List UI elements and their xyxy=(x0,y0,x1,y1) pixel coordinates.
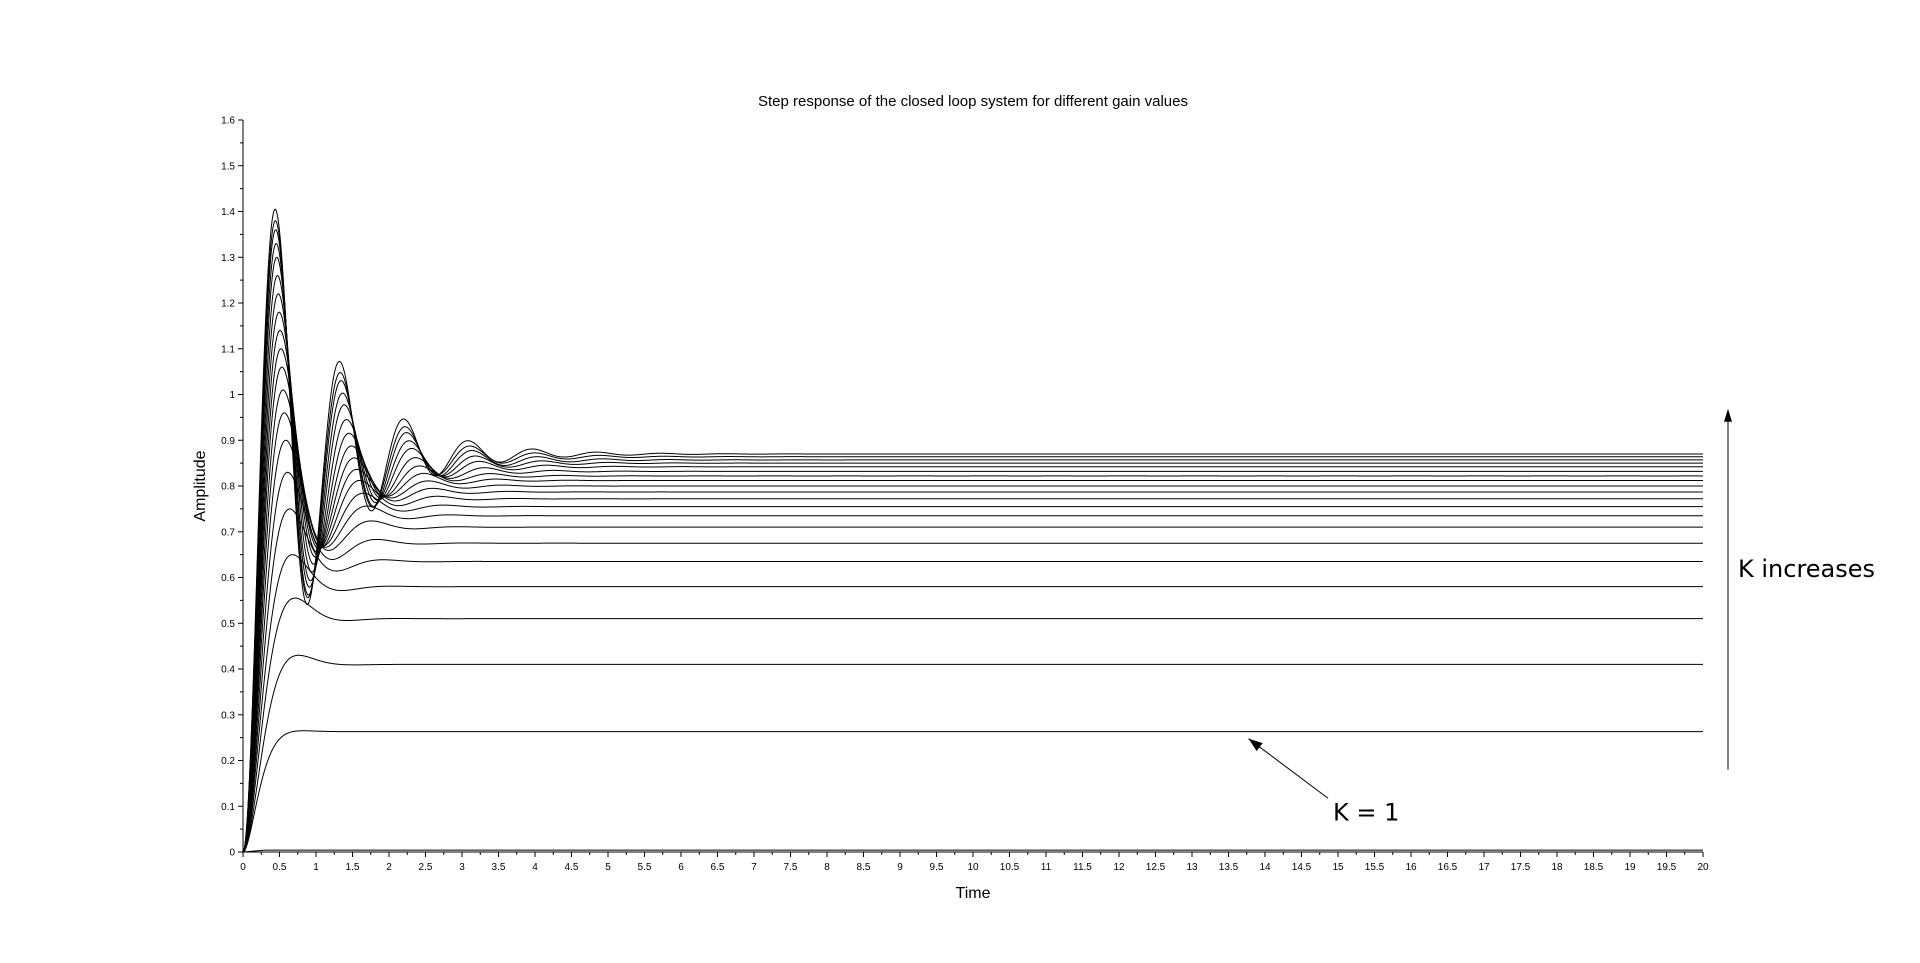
response-curve xyxy=(242,508,1703,853)
k-increases-label: K increases xyxy=(1738,555,1875,583)
y-tick-label: 1.1 xyxy=(221,344,235,355)
x-tick-label: 2.5 xyxy=(419,862,433,873)
k-increases-arrow-head xyxy=(1724,408,1732,422)
y-tick-label: 0.9 xyxy=(221,436,235,447)
x-tick-label: 9.5 xyxy=(930,862,944,873)
x-tick-label: 1.5 xyxy=(346,862,360,873)
response-curve xyxy=(242,730,1703,853)
y-tick-label: 1.2 xyxy=(221,299,235,310)
y-tick-label: 0.5 xyxy=(221,619,235,630)
k1-arrow xyxy=(1248,738,1329,799)
response-curve xyxy=(242,275,1703,853)
response-curve xyxy=(242,256,1704,853)
response-curve xyxy=(242,471,1703,853)
response-curve xyxy=(242,439,1703,853)
y-tick-label: 1.4 xyxy=(221,207,235,218)
response-curve xyxy=(242,293,1704,853)
y-tick-label: 1.3 xyxy=(221,253,235,264)
x-tick-label: 18 xyxy=(1551,862,1563,873)
response-curve xyxy=(242,412,1703,853)
response-curve xyxy=(242,220,1703,853)
response-curve xyxy=(242,243,1703,853)
x-tick-label: 4 xyxy=(532,862,538,873)
response-curve xyxy=(242,597,1703,853)
x-tick-label: 17.5 xyxy=(1511,862,1531,873)
x-tick-label: 6.5 xyxy=(711,862,725,873)
k1-arrow-head xyxy=(1248,738,1263,752)
x-tick-label: 20 xyxy=(1697,862,1709,873)
x-tick-label: 10.5 xyxy=(1000,862,1020,873)
x-tick-label: 3 xyxy=(459,862,465,873)
response-curve xyxy=(242,654,1703,853)
annotations: K = 1 K increases xyxy=(1248,408,1875,826)
response-curve xyxy=(242,849,1703,853)
x-axis-ticks: 0 0.5 1 1.5 2 2.5 3 3.5 4 4.5 5 5.5 6 6.5 7 7.5 8 8.5 9 9.5… xyxy=(240,852,1709,873)
x-tick-label: 8.5 xyxy=(857,862,871,873)
x-tick-label: 11 xyxy=(1041,862,1052,873)
x-tick-label: 12 xyxy=(1113,862,1125,873)
x-tick-label: 13.5 xyxy=(1219,862,1239,873)
x-tick-label: 10 xyxy=(967,862,979,873)
x-tick-label: 0 xyxy=(240,862,246,873)
x-tick-label: 3.5 xyxy=(492,862,506,873)
x-tick-label: 12.5 xyxy=(1146,862,1166,873)
x-tick-label: 16.5 xyxy=(1438,862,1458,873)
x-tick-label: 15.5 xyxy=(1365,862,1385,873)
x-tick-label: 2 xyxy=(386,862,392,873)
y-tick-label: 0.8 xyxy=(221,482,235,493)
x-tick-label: 8 xyxy=(824,862,830,873)
y-axis-ticks: 0 0.1 0.2 0.3 0.4 0.5 0.6 0.7 0.8 0.9 1 1.1 1.2 1.3 1.… xyxy=(221,116,243,859)
x-tick-label: 19 xyxy=(1624,862,1636,873)
chart-title: Step response of the closed loop system … xyxy=(758,93,1188,110)
y-tick-label: 0.6 xyxy=(221,573,235,584)
x-tick-label: 5 xyxy=(605,862,611,873)
x-tick-label: 19.5 xyxy=(1657,862,1677,873)
x-tick-label: 7.5 xyxy=(784,862,798,873)
x-tick-label: 14.5 xyxy=(1292,862,1312,873)
x-tick-label: 16 xyxy=(1405,862,1417,873)
response-curve xyxy=(242,348,1703,853)
x-tick-label: 18.5 xyxy=(1584,862,1604,873)
response-curve xyxy=(242,389,1703,853)
x-tick-label: 17 xyxy=(1478,862,1490,873)
x-tick-label: 7 xyxy=(751,862,757,873)
y-tick-label: 0.4 xyxy=(221,665,235,676)
x-tick-label: 11.5 xyxy=(1073,862,1092,873)
y-tick-label: 0.3 xyxy=(221,710,235,721)
y-tick-label: 0.2 xyxy=(221,756,235,767)
response-curve xyxy=(242,311,1703,853)
y-tick-label: 1.5 xyxy=(221,161,235,172)
response-curve xyxy=(242,208,1704,853)
x-tick-label: 4.5 xyxy=(565,862,579,873)
y-axis-title: Amplitude xyxy=(192,450,209,521)
response-curve xyxy=(242,329,1703,853)
k1-label: K = 1 xyxy=(1333,798,1399,826)
y-tick-label: 1 xyxy=(229,390,235,401)
x-tick-label: 14 xyxy=(1259,862,1271,873)
x-tick-label: 15 xyxy=(1332,862,1344,873)
y-tick-label: 0.7 xyxy=(221,527,235,538)
response-curve xyxy=(242,554,1703,853)
x-tick-label: 13 xyxy=(1186,862,1198,873)
response-curves xyxy=(242,208,1704,853)
y-tick-label: 0 xyxy=(229,848,235,859)
y-tick-label: 0.1 xyxy=(221,802,235,813)
x-tick-label: 0.5 xyxy=(273,862,287,873)
x-tick-label: 9 xyxy=(897,862,903,873)
x-tick-label: 1 xyxy=(313,862,319,873)
x-tick-label: 6 xyxy=(678,862,684,873)
y-tick-label: 1.6 xyxy=(221,116,235,127)
x-tick-label: 5.5 xyxy=(638,862,652,873)
response-curve xyxy=(242,229,1703,853)
response-curve xyxy=(242,366,1703,853)
x-axis-title: Time xyxy=(956,885,991,902)
